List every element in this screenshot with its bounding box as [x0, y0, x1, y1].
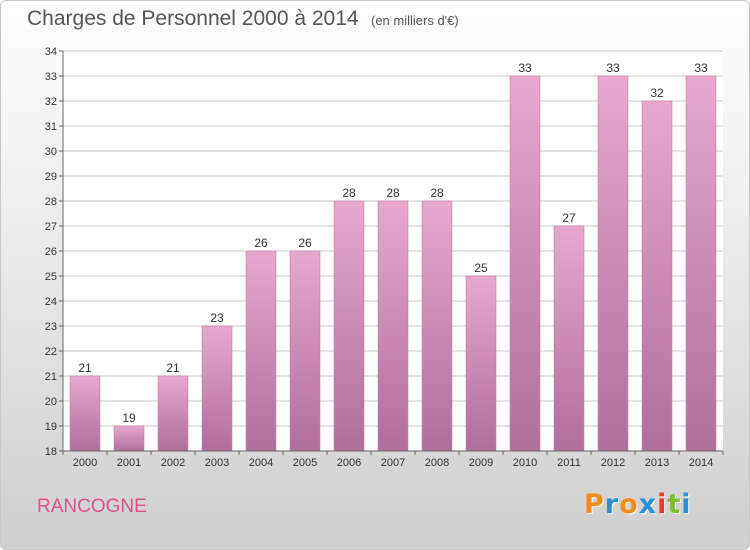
bar	[421, 200, 453, 452]
data-label: 27	[562, 211, 576, 225]
bar	[113, 425, 145, 452]
x-tick-label: 2011	[557, 457, 581, 469]
bar	[289, 250, 321, 452]
data-label: 23	[210, 311, 224, 325]
x-axis-ticks: 2000 2001 2002 2003 2004 2005 2006 2007 2008 2009…	[62, 451, 724, 469]
y-tick-label: 27	[45, 221, 57, 233]
y-tick-label: 28	[45, 196, 57, 208]
x-tick-label: 2005	[293, 457, 317, 469]
logo-letter: x	[638, 489, 658, 520]
data-label: 25	[474, 261, 488, 275]
data-label: 19	[122, 411, 136, 425]
data-label: 21	[78, 361, 92, 375]
logo-letter: i	[657, 489, 668, 520]
x-tick-label: 2010	[513, 457, 537, 469]
bar	[465, 275, 497, 452]
bar	[597, 75, 629, 452]
x-tick-label: 2001	[117, 457, 141, 469]
y-tick-label: 21	[45, 371, 57, 383]
x-tick-label: 2004	[249, 457, 273, 469]
logo-letter: r	[604, 489, 620, 520]
bar	[157, 375, 189, 452]
bar	[685, 75, 717, 452]
data-label: 26	[254, 236, 268, 250]
y-tick-label: 31	[45, 121, 57, 133]
place-name: RANCOGNE	[37, 496, 147, 517]
bars-group	[69, 75, 717, 452]
data-label: 26	[298, 236, 312, 250]
y-tick-label: 23	[45, 321, 57, 333]
data-label: 32	[650, 86, 664, 100]
logo-letter: o	[619, 489, 639, 520]
data-label: 28	[386, 186, 400, 200]
y-tick-label: 33	[45, 71, 57, 83]
bar	[553, 225, 585, 452]
data-labels: 21 19 21 23 26 26 28 28 28 25 33 27 33 32 33	[78, 61, 708, 425]
x-tick-label: 2002	[161, 457, 185, 469]
x-tick-label: 2008	[425, 457, 449, 469]
data-label: 33	[606, 61, 620, 75]
y-tick-label: 18	[45, 446, 57, 458]
chart-title: Charges de Personnel 2000 à 2014	[27, 7, 359, 30]
logo-letter: i	[681, 489, 692, 520]
y-tick-label: 24	[45, 296, 57, 308]
data-label: 28	[342, 186, 356, 200]
bar	[245, 250, 277, 452]
data-label: 28	[430, 186, 444, 200]
y-tick-label: 34	[45, 46, 57, 58]
x-tick-label: 2006	[337, 457, 361, 469]
y-tick-label: 19	[45, 421, 57, 433]
y-tick-label: 32	[45, 96, 57, 108]
bar	[333, 200, 365, 452]
x-tick-label: 2012	[601, 457, 625, 469]
x-tick-label: 2003	[205, 457, 229, 469]
x-tick-label: 2007	[381, 457, 405, 469]
chart-subtitle: (en milliers d'€)	[371, 13, 459, 28]
bar	[509, 75, 541, 452]
x-tick-label: 2013	[645, 457, 669, 469]
y-tick-label: 26	[45, 246, 57, 258]
bar	[69, 375, 101, 452]
y-tick-label: 30	[45, 146, 57, 158]
y-axis-ticks: 18 19 20 21 22 23 24 25 26 27 28 29 30 31 32 33 34	[45, 46, 63, 458]
bar	[641, 100, 673, 452]
data-label: 33	[518, 61, 532, 75]
y-tick-label: 20	[45, 396, 57, 408]
x-tick-label: 2000	[73, 457, 97, 469]
data-label: 21	[166, 361, 180, 375]
data-label: 33	[694, 61, 708, 75]
y-tick-label: 25	[45, 271, 57, 283]
bar	[377, 200, 409, 452]
logo-letter: t	[667, 489, 682, 520]
logo-letter: P	[584, 489, 605, 520]
bar	[201, 325, 233, 452]
proxiti-logo[interactable]: Proxiti	[584, 489, 692, 520]
y-tick-label: 22	[45, 346, 57, 358]
x-tick-label: 2014	[689, 457, 713, 469]
y-tick-label: 29	[45, 171, 57, 183]
x-tick-label: 2009	[469, 457, 493, 469]
